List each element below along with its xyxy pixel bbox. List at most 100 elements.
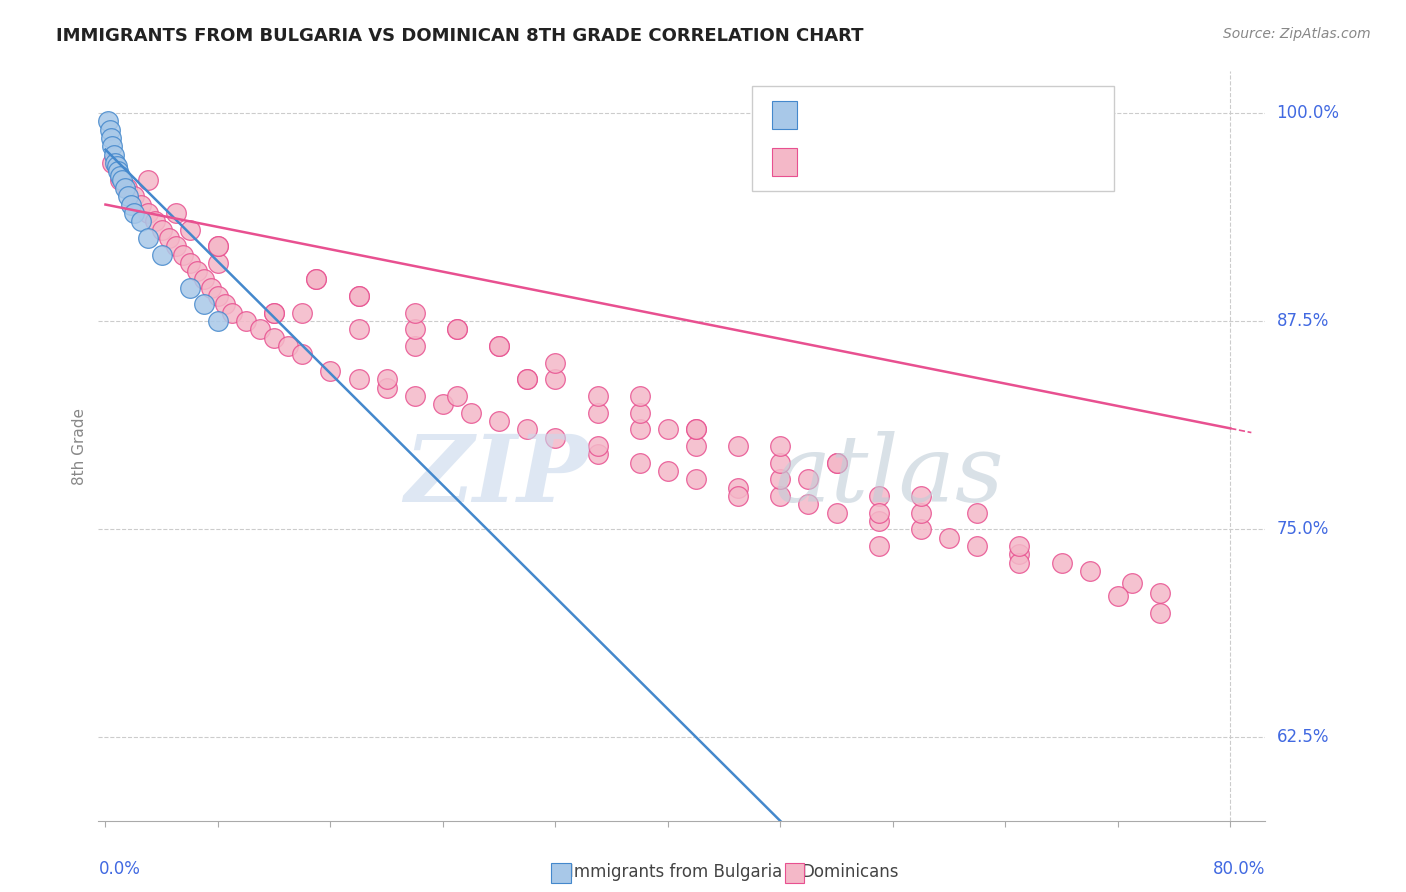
Point [104, 156, 127, 170]
Point [769, 472, 792, 486]
Point [136, 172, 159, 186]
Text: Source: ZipAtlas.com: Source: ZipAtlas.com [1223, 27, 1371, 41]
Text: R = -0.933  N= 22: R = -0.933 N= 22 [807, 105, 987, 124]
Point [1121, 575, 1143, 590]
Point [114, 181, 136, 195]
Point [657, 464, 679, 478]
Point [108, 169, 131, 184]
Text: IMMIGRANTS FROM BULGARIA VS DOMINICAN 8TH GRADE CORRELATION CHART: IMMIGRANTS FROM BULGARIA VS DOMINICAN 8T… [56, 27, 863, 45]
Point [263, 331, 285, 345]
Text: Immigrants from Bulgaria: Immigrants from Bulgaria [569, 863, 783, 881]
Point [179, 281, 201, 295]
Point [136, 206, 159, 220]
Point [853, 863, 876, 878]
Point [910, 522, 932, 536]
Point [207, 239, 229, 253]
Point [129, 197, 152, 211]
Point [727, 439, 749, 453]
Point [277, 339, 299, 353]
Point [375, 372, 398, 386]
Point [122, 206, 145, 220]
Point [488, 339, 510, 353]
Text: 0.0%: 0.0% [98, 860, 141, 878]
Point [214, 297, 236, 311]
Text: 87.5%: 87.5% [1277, 312, 1329, 330]
Point [628, 422, 651, 436]
Point [516, 422, 538, 436]
Point [797, 497, 820, 511]
Y-axis label: 8th Grade: 8th Grade [72, 408, 87, 484]
Point [868, 539, 890, 553]
Point [404, 339, 426, 353]
Point [305, 272, 328, 286]
Point [347, 289, 370, 303]
Point [825, 506, 848, 520]
Point [249, 322, 271, 336]
Text: atlas: atlas [775, 431, 1005, 521]
Point [129, 214, 152, 228]
Point [628, 456, 651, 470]
Point [108, 172, 131, 186]
Point [107, 164, 129, 178]
Point [207, 256, 229, 270]
Point [172, 247, 194, 261]
Point [200, 281, 222, 295]
FancyBboxPatch shape [772, 101, 797, 129]
Point [179, 222, 201, 236]
Point [101, 139, 124, 153]
Point [488, 339, 510, 353]
Point [685, 422, 707, 436]
Point [544, 431, 567, 445]
Point [207, 289, 229, 303]
Point [628, 406, 651, 420]
Point [769, 456, 792, 470]
Text: R = -0.353  N = 105: R = -0.353 N = 105 [807, 153, 1005, 171]
Point [193, 297, 215, 311]
Point [1008, 556, 1031, 570]
Point [347, 322, 370, 336]
Point [404, 322, 426, 336]
Text: ZIP: ZIP [405, 431, 589, 521]
Point [100, 131, 122, 145]
Point [157, 231, 180, 245]
Point [347, 289, 370, 303]
Point [544, 372, 567, 386]
Point [221, 306, 243, 320]
Point [193, 272, 215, 286]
Point [105, 159, 128, 173]
Point [516, 372, 538, 386]
Point [165, 239, 187, 253]
Point [910, 506, 932, 520]
Point [446, 389, 468, 403]
Point [150, 222, 173, 236]
Point [404, 306, 426, 320]
FancyBboxPatch shape [772, 148, 797, 177]
Point [1008, 539, 1031, 553]
Point [868, 489, 890, 503]
Point [797, 472, 820, 486]
Point [263, 306, 285, 320]
Point [179, 256, 201, 270]
Text: 80.0%: 80.0% [1213, 860, 1265, 878]
Point [586, 439, 609, 453]
Point [1050, 556, 1073, 570]
Point [305, 272, 328, 286]
Point [586, 406, 609, 420]
Text: 100.0%: 100.0% [1277, 104, 1340, 122]
Point [1078, 564, 1101, 578]
Point [628, 389, 651, 403]
Point [727, 489, 749, 503]
Point [263, 306, 285, 320]
Point [938, 531, 960, 545]
Text: 75.0%: 75.0% [1277, 520, 1329, 538]
Point [685, 422, 707, 436]
Point [404, 389, 426, 403]
Point [868, 506, 890, 520]
Point [291, 306, 314, 320]
Point [460, 406, 482, 420]
Point [111, 172, 134, 186]
Point [769, 439, 792, 453]
Point [143, 214, 166, 228]
Point [727, 481, 749, 495]
Point [966, 506, 988, 520]
